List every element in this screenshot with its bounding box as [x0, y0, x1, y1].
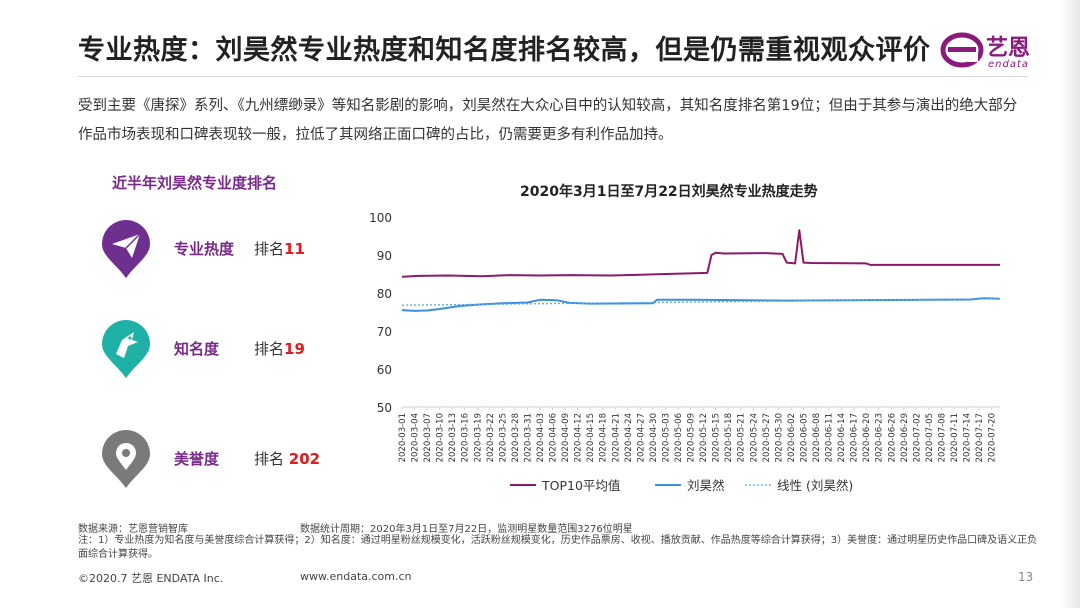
x-tick-label: 2020-05-15: [712, 413, 722, 462]
x-tick-label: 2020-06-14: [837, 413, 847, 462]
legend-label: 线性 (刘昊然): [777, 478, 853, 493]
logo-text-en: endata: [988, 59, 1030, 70]
x-tick-label: 2020-03-28: [511, 413, 521, 462]
x-tick-label: 2020-06-29: [900, 413, 910, 462]
x-tick-label: 2020-07-08: [937, 413, 947, 462]
x-tick-label: 2020-07-05: [925, 413, 935, 462]
rankings-title: 近半年刘昊然专业度排名: [112, 174, 278, 192]
x-tick-label: 2020-04-21: [611, 413, 621, 462]
ranking-label: 知名度: [174, 340, 220, 358]
endata-logo-icon: [940, 32, 984, 68]
y-tick-label: 80: [377, 287, 392, 301]
x-tick-label: 2020-07-02: [912, 413, 922, 462]
x-tick-label: 2020-05-21: [737, 413, 747, 462]
x-tick-label: 2020-03-04: [411, 413, 421, 462]
x-tick-label: 2020-05-24: [749, 413, 759, 462]
intro-paragraph: 受到主要《唐探》系列、《九州缥缈录》等知名影剧的影响，刘昊然在大众心目中的认知较…: [78, 98, 1018, 143]
x-tick-label: 2020-06-26: [887, 413, 897, 462]
x-tick-label: 2020-03-10: [436, 413, 446, 462]
x-tick-label: 2020-05-09: [687, 413, 697, 462]
location-pin-icon: [102, 430, 150, 488]
x-tick-label: 2020-05-06: [674, 413, 684, 462]
x-tick-label: 2020-03-16: [461, 413, 471, 462]
x-tick-label: 2020-06-20: [862, 413, 872, 462]
x-tick-label: 2020-04-15: [586, 413, 596, 462]
x-tick-label: 2020-06-17: [850, 413, 860, 462]
series-line-0: [401, 229, 1000, 278]
ranking-label: 美誉度: [174, 450, 220, 468]
x-tick-label: 2020-05-18: [724, 413, 734, 462]
copyright: ©2020.7 艺恩 ENDATA Inc.: [78, 572, 224, 585]
x-tick-label: 2020-03-22: [486, 413, 496, 462]
x-tick-label: 2020-04-06: [549, 413, 559, 462]
legend-label: 刘昊然: [687, 478, 725, 493]
x-tick-label: 2020-04-18: [599, 413, 609, 462]
x-tick-label: 2020-03-31: [523, 413, 533, 462]
x-tick-label: 2020-06-05: [799, 413, 809, 462]
x-tick-label: 2020-05-03: [661, 413, 671, 462]
website-link[interactable]: www.endata.com.cn: [300, 570, 412, 583]
y-tick-label: 50: [377, 401, 392, 415]
x-tick-label: 2020-04-03: [536, 413, 546, 462]
x-tick-label: 2020-04-30: [649, 413, 659, 462]
x-tick-label: 2020-05-30: [774, 413, 784, 462]
ranking-row-reputation: 美誉度 排名 202: [98, 428, 358, 488]
x-tick-label: 2020-04-27: [636, 413, 646, 462]
ranking-row-awareness: 知名度 排名19: [98, 318, 358, 378]
x-tick-label: 2020-07-14: [963, 413, 973, 462]
page-number: 13: [1018, 570, 1034, 584]
x-tick-label: 2020-03-13: [448, 413, 458, 462]
chart-title: 2020年3月1日至7月22日刘昊然专业热度走势: [520, 184, 818, 200]
ranking-number: 19: [284, 340, 305, 358]
footnote: 注：1）专业热度为知名度与美誉度综合计算获得；2）知名度：通过明星粉丝规模变化，…: [78, 535, 1038, 560]
legend-label: TOP10平均值: [541, 478, 620, 493]
ranking-number: 11: [284, 240, 305, 258]
ranking-value-text: 排名 202: [254, 450, 321, 468]
x-tick-label: 2020-05-27: [762, 413, 772, 462]
x-tick-label: 2020-06-02: [787, 413, 797, 462]
y-tick-label: 100: [369, 211, 392, 225]
ranking-number: 202: [288, 450, 321, 468]
x-tick-label: 2020-06-23: [875, 413, 885, 462]
ranking-value-text: 排名11: [254, 240, 305, 258]
x-tick-label: 2020-04-12: [574, 413, 584, 462]
x-tick-label: 2020-03-19: [473, 413, 483, 462]
y-tick-label: 60: [377, 363, 392, 377]
paper-plane-icon: [102, 220, 150, 278]
x-tick-label: 2020-04-09: [561, 413, 571, 462]
bird-icon: [102, 320, 150, 378]
y-tick-label: 90: [377, 249, 392, 263]
x-tick-label: 2020-03-01: [398, 413, 408, 462]
x-tick-label: 2020-05-12: [699, 413, 709, 462]
ranking-row-popularity: 专业热度 排名11: [98, 218, 358, 278]
x-tick-label: 2020-07-11: [950, 413, 960, 462]
x-tick-label: 2020-06-08: [812, 413, 822, 462]
ranking-value-text: 排名19: [254, 340, 305, 358]
page-title: 专业热度：刘昊然专业热度和知名度排名较高，但是仍需重视观众评价: [78, 35, 931, 66]
data-period: 数据统计周期：2020年3月1日至7月22日，监测明星数量范围3276位明星: [300, 524, 633, 535]
endata-logo: 艺恩 endata: [940, 28, 1060, 78]
page-edge-shade: [1060, 0, 1080, 608]
data-source: 数据来源：艺恩营销智库: [78, 524, 188, 535]
x-tick-label: 2020-07-17: [975, 413, 985, 462]
x-tick-label: 2020-07-20: [988, 413, 998, 462]
y-tick-label: 70: [377, 325, 392, 339]
x-tick-label: 2020-06-11: [825, 413, 835, 462]
x-tick-label: 2020-03-25: [498, 413, 508, 462]
ranking-label: 专业热度: [174, 240, 235, 258]
header-divider: [78, 76, 1028, 77]
x-tick-label: 2020-04-24: [624, 413, 634, 462]
x-tick-label: 2020-03-07: [423, 413, 433, 462]
logo-text-cn: 艺恩: [986, 36, 1031, 61]
